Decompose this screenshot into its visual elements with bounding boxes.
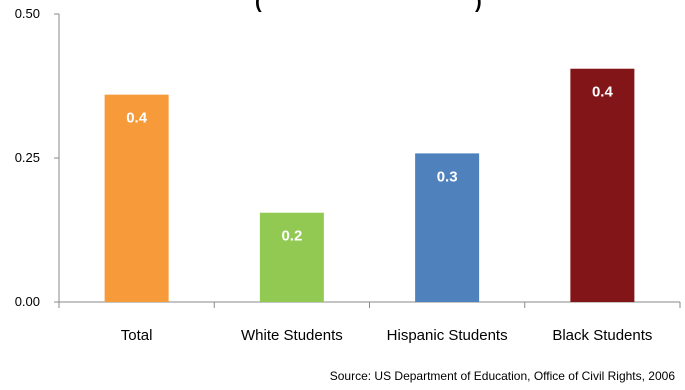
data-label: 0.4	[592, 84, 614, 101]
source-note: Source: US Department of Education, Offi…	[329, 369, 675, 383]
y-tick-label: 0.00	[15, 294, 40, 309]
bar-hispanic-students	[415, 153, 480, 302]
bar-white-students	[259, 212, 324, 302]
x-tick-label: Hispanic Students	[387, 327, 508, 344]
y-tick-label: 0.50	[15, 6, 40, 21]
bar-total	[104, 94, 169, 302]
x-tick-label: Total	[121, 327, 153, 344]
bar-black-students	[570, 68, 635, 302]
data-label: 0.3	[437, 168, 458, 185]
title-fragment-left: (	[255, 0, 262, 13]
data-label: 0.2	[281, 228, 302, 245]
title-fragment-right: )	[475, 0, 482, 13]
y-tick-label: 0.25	[15, 150, 40, 165]
x-tick-label: Black Students	[552, 327, 652, 344]
data-label: 0.4	[126, 110, 148, 127]
x-tick-label: White Students	[241, 327, 343, 344]
